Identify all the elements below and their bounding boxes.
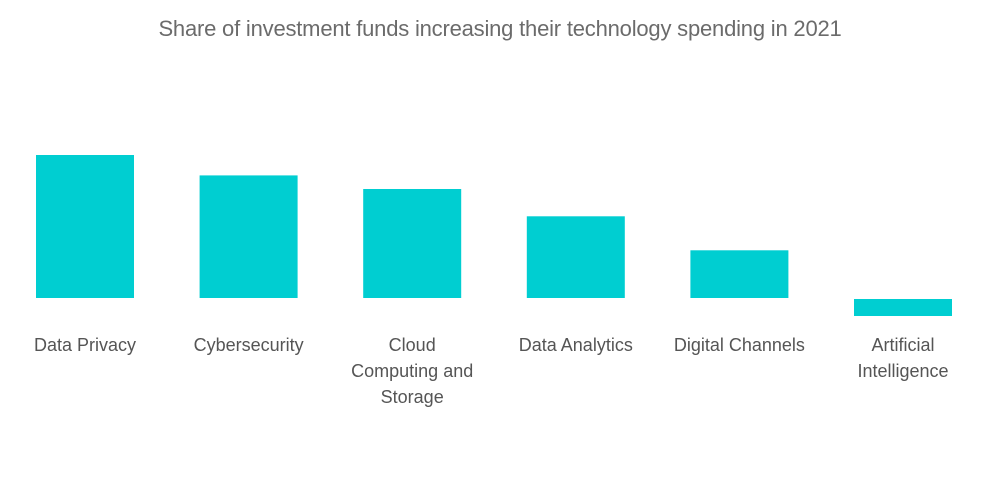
bar-cybersecurity [199,175,298,298]
x-tick-label: Digital Channels [673,335,805,355]
bar-data-analytics [526,216,625,298]
x-tick-label: Cybersecurity [193,335,304,355]
bar-cloud-computing-and-storage [363,189,462,298]
x-tick-label: Cloud Computing and Storage [351,335,474,407]
x-tick-label: Data Analytics [518,335,633,355]
x-tick-label: Data Privacy [33,335,137,355]
x-tick-label: Artificial Intelligence [857,335,949,381]
chart-title: Share of investment funds increasing the… [158,16,842,41]
bar-data-privacy [36,155,134,298]
bar-artificial-intelligence [854,299,952,316]
bar-digital-channels [690,250,789,298]
